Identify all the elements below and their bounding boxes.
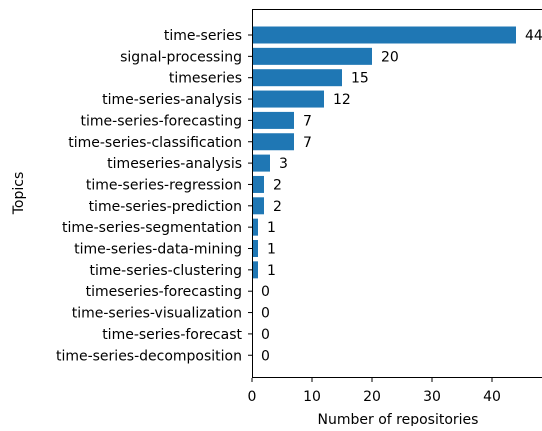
y-tick-label: time-series-analysis	[102, 92, 242, 108]
bar-value-label: 0	[261, 284, 270, 300]
bar-value-label: 1	[267, 242, 276, 258]
bar	[252, 240, 258, 257]
bar	[252, 111, 294, 129]
x-tick-label: 40	[483, 389, 501, 405]
bar-value-label: 2	[273, 177, 282, 193]
bars-group	[252, 26, 516, 279]
bar-value-label: 44	[525, 28, 542, 44]
x-tick-label: 30	[423, 389, 441, 405]
bar	[252, 197, 264, 215]
x-tick-label: 0	[248, 389, 257, 405]
bar	[252, 261, 258, 279]
bar	[252, 47, 372, 65]
bar-value-label: 1	[267, 263, 276, 279]
y-tick-label: timeseries-forecasting	[86, 284, 242, 300]
bar-value-label: 20	[381, 49, 399, 65]
bar-value-label: 12	[333, 92, 351, 108]
bar	[252, 69, 342, 87]
bar-value-label: 3	[279, 156, 288, 172]
y-tick-label: time-series-forecast	[102, 327, 242, 343]
y-tick-label: time-series-decomposition	[56, 348, 242, 364]
x-axis-ticks: 0 10 20 30 40	[248, 378, 501, 405]
bar-value-label: 7	[303, 113, 312, 129]
y-tick-label: timeseries	[169, 71, 242, 87]
bar-value-label: 0	[261, 327, 270, 343]
y-tick-label: time-series-classification	[68, 135, 242, 151]
bar-value-label: 1	[267, 220, 276, 236]
bar	[252, 133, 294, 151]
y-tick-label: time-series-visualization	[72, 306, 242, 322]
x-tick-label: 10	[303, 389, 321, 405]
bar-value-label: 0	[261, 348, 270, 364]
bar	[252, 175, 264, 193]
y-axis-title: Topics	[11, 172, 27, 216]
y-tick-label: time-series	[164, 28, 242, 44]
x-axis-title: Number of repositories	[318, 412, 479, 426]
y-tick-label: time-series-data-mining	[74, 242, 242, 258]
y-tick-label: time-series-regression	[86, 177, 242, 193]
x-tick-label: 20	[363, 389, 381, 405]
y-tick-label: time-series-clustering	[90, 263, 242, 279]
bar	[252, 154, 270, 172]
bar-value-label: 15	[351, 71, 369, 87]
bar-value-label: 0	[261, 306, 270, 322]
y-tick-label: time-series-prediction	[89, 199, 242, 215]
y-axis-ticks: time-series signal-processing timeseries ti…	[56, 28, 252, 364]
bar-value-label: 2	[273, 199, 282, 215]
y-tick-label: timeseries-analysis	[107, 156, 242, 172]
y-tick-label: signal-processing	[120, 49, 242, 65]
bar	[252, 90, 324, 108]
y-tick-label: time-series-segmentation	[62, 220, 242, 236]
bar	[252, 26, 516, 44]
bar	[252, 218, 258, 236]
y-tick-label: time-series-forecasting	[81, 113, 242, 129]
bar-value-label: 7	[303, 135, 312, 151]
